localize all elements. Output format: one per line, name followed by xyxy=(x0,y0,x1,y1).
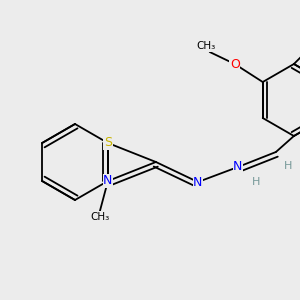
Text: N: N xyxy=(193,176,203,188)
Text: H: H xyxy=(252,177,260,187)
Text: N: N xyxy=(103,175,112,188)
Text: S: S xyxy=(104,136,112,149)
Text: CH₃: CH₃ xyxy=(90,212,110,222)
Text: N: N xyxy=(233,160,243,173)
Text: CH₃: CH₃ xyxy=(196,41,215,51)
Text: H: H xyxy=(284,161,292,171)
Text: O: O xyxy=(230,58,240,70)
